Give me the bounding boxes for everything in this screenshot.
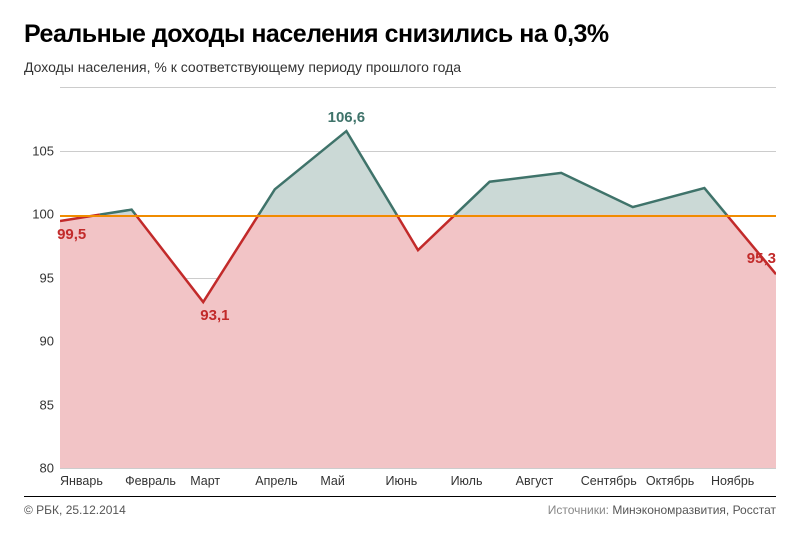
- chart-svg: [60, 88, 776, 468]
- sources: Источники: Минэкономразвития, Росстат: [548, 503, 776, 517]
- x-tick-label: Май: [320, 474, 385, 488]
- y-tick-label: 100: [32, 207, 54, 222]
- y-tick-label: 105: [32, 143, 54, 158]
- chart-title: Реальные доходы населения снизились на 0…: [24, 20, 776, 49]
- x-tick-label: Октябрь: [646, 474, 711, 488]
- x-tick-label: Ноябрь: [711, 474, 776, 488]
- y-axis: 80859095100105: [24, 87, 60, 468]
- copyright: © РБК, 25.12.2014: [24, 503, 126, 517]
- grid-line: [60, 468, 776, 469]
- x-tick-label: Апрель: [255, 474, 320, 488]
- footer: © РБК, 25.12.2014 Источники: Минэкономра…: [24, 503, 776, 517]
- data-label: 93,1: [200, 307, 229, 324]
- data-label: 99,5: [57, 226, 86, 243]
- footer-rule: [24, 496, 776, 497]
- x-tick-label: Июль: [451, 474, 516, 488]
- baseline: [60, 215, 776, 217]
- x-tick-label: Март: [190, 474, 255, 488]
- area-below: [60, 131, 776, 468]
- data-label: 95,3: [747, 250, 776, 267]
- chart-area: 80859095100105 99,593,1106,695,3: [24, 87, 776, 468]
- y-tick-label: 80: [40, 461, 54, 476]
- x-axis: ЯнварьФевральМартАпрельМайИюньИюльАвгуст…: [60, 474, 776, 488]
- x-tick-label: Август: [516, 474, 581, 488]
- x-tick-label: Июнь: [385, 474, 450, 488]
- data-label: 106,6: [328, 109, 366, 126]
- x-tick-label: Январь: [60, 474, 125, 488]
- x-tick-label: Сентябрь: [581, 474, 646, 488]
- y-tick-label: 85: [40, 397, 54, 412]
- sources-text: Минэкономразвития, Росстат: [612, 503, 776, 517]
- sources-label: Источники:: [548, 503, 609, 517]
- plot-area: 99,5 93,1 106,6 95,3: [60, 87, 776, 468]
- y-tick-label: 95: [40, 270, 54, 285]
- area-above: [259, 131, 397, 215]
- chart-subtitle: Доходы населения, % к соответствующему п…: [24, 59, 776, 75]
- y-tick-label: 90: [40, 334, 54, 349]
- x-tick-label: Февраль: [125, 474, 190, 488]
